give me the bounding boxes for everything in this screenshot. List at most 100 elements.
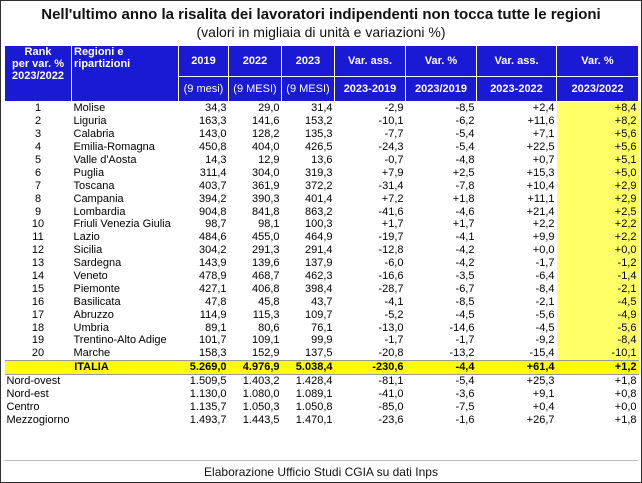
rank-cell: 5: [34, 154, 42, 166]
value-cell-vp2: -5,6: [556, 321, 639, 335]
value-cell-vp1: -4,1: [455, 231, 475, 244]
value-cell-va1: -1,7: [384, 334, 404, 347]
value-cell-v2022: 361,9: [251, 179, 280, 192]
ripartizione-cell-vp1: -1,6: [455, 413, 475, 426]
value-cell-v2022: 80,6: [258, 321, 280, 334]
value-cell-va2: -1,7: [535, 257, 555, 270]
value-cell-vp2: -10,1: [556, 346, 639, 361]
rank-cell: 3: [34, 128, 42, 141]
ripartizione-cell-va2: +9,1: [532, 388, 555, 401]
value-cell-v2022: 291,3: [251, 244, 280, 257]
value-cell-vp1: -5,4: [455, 141, 475, 154]
table-row: 12 Sicilia 304,2 291,3 291,4 -12,8 -4,2 +0,0 +0,…: [5, 243, 639, 257]
value-cell-vp1: +2,5: [452, 166, 475, 179]
region-cell: Trentino-Alto Adige: [73, 334, 167, 347]
header-sub-varass-2: 2023-2022: [476, 76, 557, 102]
region-cell: Campania: [73, 192, 124, 205]
value-cell-va1: -2,9: [384, 102, 404, 115]
value-cell-v2022: 406,8: [251, 282, 280, 295]
value-cell-v2022: 115,3: [252, 308, 280, 321]
value-cell-va1: -4,1: [384, 295, 404, 308]
data-table: Rank per var. % 2023/2022 Regioni e ripa…: [4, 45, 639, 426]
value-cell-v2023: 291,4: [304, 244, 333, 257]
value-cell-v2023: 137,9: [304, 257, 333, 270]
total-cell-va2: +61,4: [476, 359, 557, 375]
value-cell-vp1: -4,6: [455, 205, 475, 218]
region-cell: Puglia: [73, 166, 105, 179]
value-cell-va1: -0,7: [384, 154, 404, 166]
rank-cell: 10: [31, 218, 45, 231]
ripartizione-cell-va2: +0,4: [532, 401, 555, 414]
value-cell-v2022: 390,3: [251, 192, 280, 205]
value-cell-v2022: 139,6: [251, 257, 280, 270]
table-row: 5 Valle d'Aosta 14,3 12,9 13,6 -0,7 -4,8 +0,7 +5…: [5, 153, 639, 167]
value-cell-va2: +22,5: [526, 141, 555, 154]
value-cell-vp1: -14,6: [449, 321, 475, 334]
value-cell-v2019: 34,3: [205, 102, 227, 115]
rank-cell: 19: [31, 334, 45, 347]
header-sub-varass-1: 2023-2019: [334, 76, 406, 102]
table-row: 2 Liguria 163,3 141,6 153,2 -10,1 -6,2 +11,6 +8,…: [5, 114, 639, 128]
table-row: 3 Calabria 143,0 128,2 135,3 -7,7 -5,4 +7,1 +5,6: [5, 127, 639, 141]
value-cell-vp2: -2,1: [556, 282, 639, 296]
value-cell-v2019: 143,0: [198, 128, 227, 141]
value-cell-vp1: -5,4: [455, 128, 475, 141]
rank-cell: 12: [31, 244, 45, 257]
region-cell: Molise: [73, 102, 106, 115]
value-cell-vp1: -6,2: [455, 115, 475, 128]
table-row: 18 Umbria 89,1 80,6 76,1 -13,0 -14,6 -4,5 -5,6: [5, 321, 639, 335]
table-row: 20 Marche 158,3 152,9 137,5 -20,8 -13,2 -15,4 -1…: [5, 346, 639, 361]
table-row: 13 Sardegna 143,9 139,6 137,9 -6,0 -4,2 -1,7 -1,…: [5, 256, 639, 270]
value-cell-va1: -41,6: [378, 205, 404, 218]
value-cell-v2023: 153,2: [304, 115, 333, 128]
table-row: 9 Lombardia 904,8 841,8 863,2 -41,6 -4,6 +21,4 +…: [5, 205, 639, 219]
value-cell-vp2: +2,5: [556, 205, 639, 219]
value-cell-vp1: -4,8: [455, 154, 475, 166]
rank-cell: 4: [34, 141, 42, 154]
value-cell-vp1: +1,7: [452, 218, 475, 231]
value-cell-vp1: +1,8: [452, 192, 475, 205]
value-cell-vp2: -4,9: [556, 308, 639, 322]
total-cell-vp2: +1,2: [556, 359, 639, 375]
value-cell-v2022: 468,7: [251, 270, 280, 283]
ripartizione-cell-v2022: 1.443,5: [242, 413, 280, 426]
ripartizione-label: Nord-est: [6, 388, 49, 401]
value-cell-vp2: -1,4: [556, 269, 639, 283]
header-col-varperc-1: Var. %: [405, 45, 477, 77]
value-cell-v2019: 394,2: [198, 192, 227, 205]
ripartizione-label: Mezzogiorno: [6, 413, 70, 426]
value-cell-v2019: 114,9: [199, 308, 227, 321]
value-cell-va2: -6,4: [535, 270, 555, 283]
value-cell-v2019: 14,3: [205, 154, 227, 166]
value-cell-v2019: 427,1: [198, 282, 227, 295]
value-cell-v2022: 141,6: [251, 115, 280, 128]
value-cell-v2022: 98,1: [258, 218, 280, 231]
ripartizione-cell-vp2: +1,8: [614, 375, 637, 388]
table-row: 14 Veneto 478,9 468,7 462,3 -16,6 -3,5 -6,4 -1,4: [5, 269, 639, 283]
value-cell-v2022: 404,0: [251, 141, 280, 154]
value-cell-va2: -8,4: [535, 282, 555, 295]
value-cell-v2023: 398,4: [304, 282, 333, 295]
value-cell-v2023: 319,3: [304, 166, 333, 179]
value-cell-v2023: 372,2: [304, 179, 333, 192]
value-cell-v2019: 904,8: [198, 205, 227, 218]
table-row: 6 Puglia 311,4 304,0 319,3 +7,9 +2,5 +15,3 +5,0: [5, 166, 639, 180]
ripartizione-cell-v2022: 1.403,2: [242, 375, 280, 388]
value-cell-va1: -5,2: [384, 308, 404, 321]
value-cell-va1: +7,9: [381, 166, 404, 179]
value-cell-va2: +2,2: [532, 218, 555, 231]
header-region-line2: ripartizioni: [74, 58, 131, 70]
value-cell-vp1: -3,5: [455, 270, 475, 283]
ripartizione-cell-va2: +26,7: [526, 413, 555, 426]
value-cell-va2: +10,4: [526, 179, 555, 192]
rank-cell: 20: [31, 347, 45, 360]
ripartizione-cell-v2019: 1.509,5: [189, 375, 227, 388]
ripartizione-row: Mezzogiorno 1.493,7 1.443,5 1.470,1 -23,6 -1,…: [5, 413, 639, 426]
source-note: Elaborazione Ufficio Studi CGIA su dati …: [204, 465, 438, 479]
rank-cell: 16: [31, 295, 45, 308]
rank-cell: 11: [32, 231, 44, 244]
region-cell: Veneto: [73, 270, 108, 283]
table-row: 17 Abruzzo 114,9 115,3 109,7 -5,2 -4,5 -5,6 -4,9: [5, 308, 639, 322]
value-cell-vp1: -1,7: [455, 334, 475, 347]
value-cell-v2023: 13,6: [311, 154, 333, 166]
